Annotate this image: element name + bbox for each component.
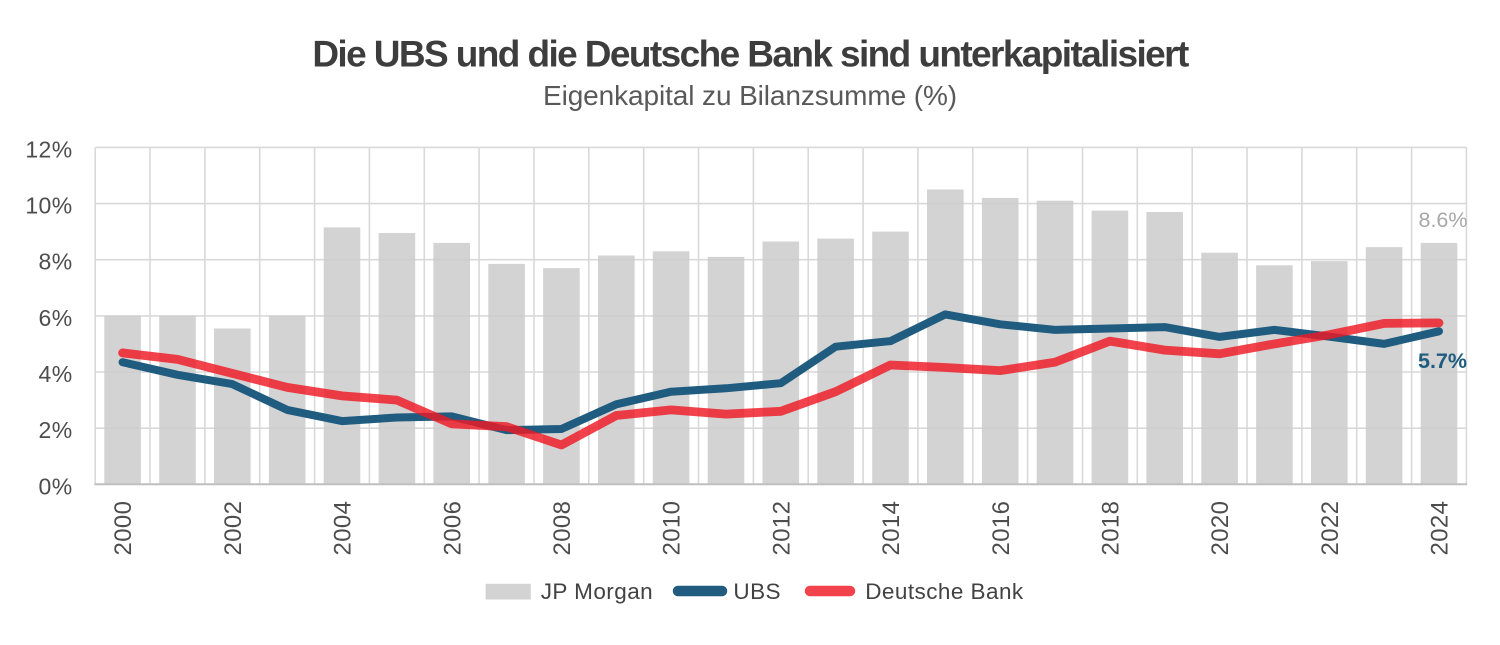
svg-text:2006: 2006 [439,501,466,556]
svg-text:6%: 6% [39,305,73,331]
svg-text:JP Morgan: JP Morgan [541,579,653,604]
svg-text:2016: 2016 [988,501,1015,556]
svg-text:2010: 2010 [659,501,686,556]
svg-text:8%: 8% [39,249,73,275]
svg-text:2014: 2014 [878,501,905,556]
svg-text:2%: 2% [39,417,73,443]
svg-text:2020: 2020 [1207,501,1234,556]
svg-text:2000: 2000 [110,501,137,556]
svg-text:UBS: UBS [733,579,781,604]
svg-text:4%: 4% [39,361,73,387]
svg-text:10%: 10% [25,193,72,219]
svg-text:5.7%: 5.7% [1418,349,1467,373]
svg-text:2012: 2012 [768,501,795,556]
svg-text:2024: 2024 [1427,501,1454,556]
svg-text:2002: 2002 [220,501,247,556]
svg-text:8.6%: 8.6% [1418,208,1467,232]
svg-text:0%: 0% [39,473,73,499]
svg-text:12%: 12% [25,136,72,162]
svg-text:2004: 2004 [330,501,357,556]
svg-text:2018: 2018 [1098,501,1125,556]
svg-text:Die UBS und die Deutsche Bank: Die UBS und die Deutsche Bank sind unter… [312,34,1189,75]
svg-text:2008: 2008 [549,501,576,556]
svg-text:Eigenkapital zu Bilanzsumme (%: Eigenkapital zu Bilanzsumme (%) [543,80,957,111]
svg-text:2022: 2022 [1317,501,1344,556]
svg-text:Deutsche Bank: Deutsche Bank [865,579,1024,604]
